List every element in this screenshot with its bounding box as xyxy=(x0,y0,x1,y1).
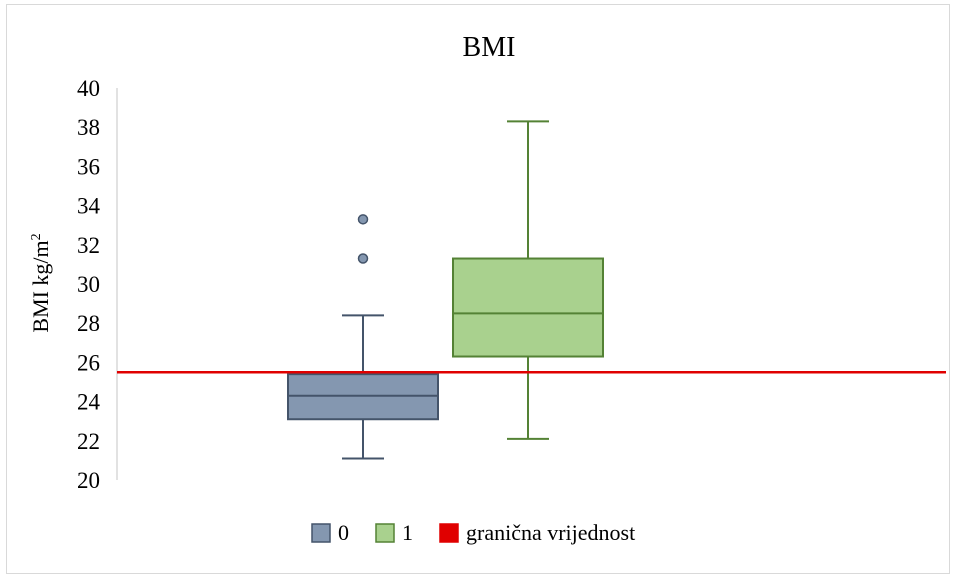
y-axis-label: BMI kg/m2 xyxy=(28,233,53,332)
box-series xyxy=(287,120,604,460)
legend-item-2: granična vrijednost xyxy=(439,520,635,545)
y-tick-label-36: 36 xyxy=(77,154,100,179)
legend-swatch xyxy=(311,523,331,543)
y-tick-label-20: 20 xyxy=(77,468,100,493)
box-iqr xyxy=(452,257,604,358)
outlier-point xyxy=(357,214,369,225)
y-tick-label-34: 34 xyxy=(77,194,101,219)
y-axis-label-superscript: 2 xyxy=(29,233,44,240)
y-tick-label-30: 30 xyxy=(77,272,100,297)
legend-swatch xyxy=(375,523,395,543)
y-tick-label-26: 26 xyxy=(77,350,100,375)
box-series-1 xyxy=(452,120,604,440)
legend-item-0: 0 xyxy=(311,520,349,545)
y-tick-label-38: 38 xyxy=(77,115,100,140)
y-tick-label-40: 40 xyxy=(77,76,100,101)
legend-item-1: 1 xyxy=(375,520,413,545)
legend: 0 1 granična vrijednost xyxy=(311,520,635,545)
chart-title: BMI xyxy=(463,32,516,63)
outlier-point xyxy=(357,253,369,264)
legend-label: 0 xyxy=(338,520,349,545)
y-tick-label-28: 28 xyxy=(77,311,100,336)
legend-label: 1 xyxy=(402,520,413,545)
y-axis-ticks: 20 22 24 26 28 30 32 34 36 38 40 xyxy=(77,76,101,493)
legend-swatch xyxy=(439,523,459,543)
y-tick-label-22: 22 xyxy=(77,429,100,454)
box-series-0 xyxy=(287,214,439,460)
y-axis-label-text: BMI kg/m xyxy=(28,240,53,332)
y-tick-label-24: 24 xyxy=(77,390,101,415)
y-tick-label-32: 32 xyxy=(77,233,100,258)
legend-label: granična vrijednost xyxy=(466,520,635,545)
